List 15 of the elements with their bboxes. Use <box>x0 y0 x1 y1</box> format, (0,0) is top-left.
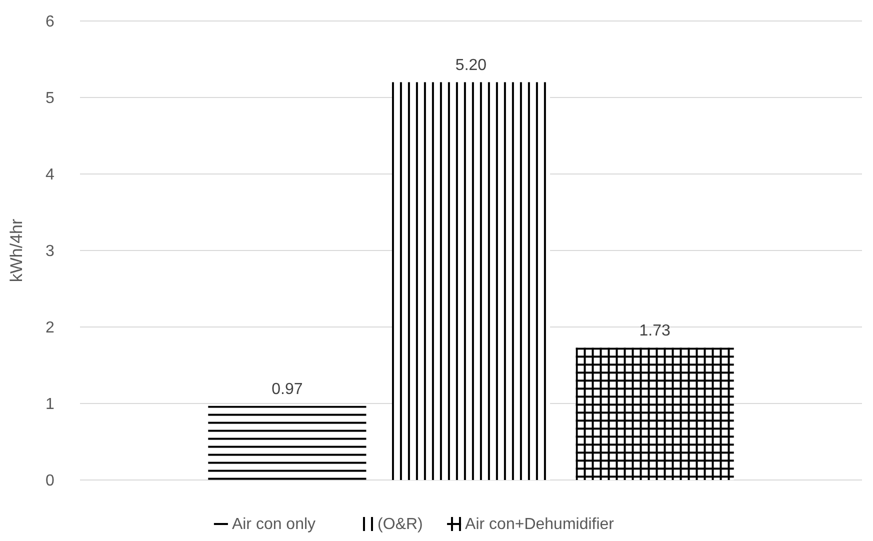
bar <box>576 348 734 480</box>
text: (O&R) <box>378 516 423 533</box>
y-tick-label: 4 <box>46 166 55 184</box>
y-axis-title: kWh/4hr <box>7 218 26 282</box>
y-tick-label: 6 <box>46 14 55 31</box>
y-tick-label: 3 <box>46 243 55 260</box>
y-tick-label: 0 <box>46 472 55 490</box>
y-tick-label: 2 <box>46 320 55 337</box>
data-label: 1.73 <box>639 322 670 340</box>
y-tick-label: 5 <box>46 90 55 108</box>
text: Air con+Dehumidifier <box>465 516 615 533</box>
data-label: 0.97 <box>272 380 303 398</box>
y-tick-label: 1 <box>46 396 55 414</box>
data-label: 5.20 <box>455 57 487 74</box>
text: Air con only <box>232 516 316 533</box>
